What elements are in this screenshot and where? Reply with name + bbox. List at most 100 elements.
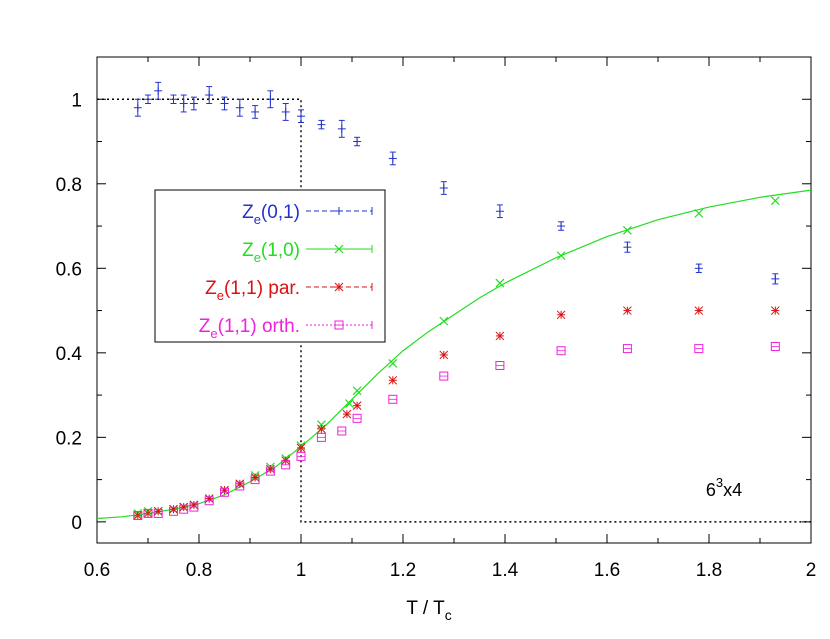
- data-point: [353, 137, 362, 146]
- axis-ticks: 0.6 0.8 1 1.2 1.4 1.6 1.8 2 0 0.2 0.4 0.6 0.8 1: [56, 57, 817, 581]
- x-tick-label: 2: [806, 560, 817, 581]
- data-point: [557, 222, 566, 231]
- y-tick-label: 0.2: [56, 428, 82, 449]
- data-point: [388, 394, 398, 404]
- data-point: [204, 496, 214, 506]
- data-point: [281, 460, 291, 470]
- legend-marker: [334, 244, 344, 254]
- data-point: [220, 487, 229, 497]
- data-point: [556, 251, 566, 261]
- legend-box: [154, 189, 386, 343]
- data-point: [220, 485, 229, 495]
- data-point: [169, 506, 178, 516]
- data-point: [235, 481, 245, 491]
- y-tick-label: 0.8: [56, 175, 82, 196]
- data-point: [169, 95, 178, 104]
- data-point: [337, 124, 346, 133]
- legend-marker: [335, 207, 343, 215]
- y-tick-label: 0.6: [56, 259, 82, 280]
- data-point: [235, 103, 244, 112]
- data-point: [770, 196, 780, 206]
- data-point: [220, 99, 229, 108]
- x-tick-label: 1.4: [492, 560, 519, 581]
- data-point: [388, 154, 397, 163]
- data-point: [556, 346, 566, 356]
- data-point: [281, 107, 290, 116]
- data-point: [153, 508, 163, 518]
- data-point: [296, 451, 306, 461]
- data-point: [266, 95, 275, 104]
- data-point: [189, 502, 199, 512]
- data-point: [622, 344, 632, 354]
- data-point: [265, 466, 275, 476]
- data-point: [179, 504, 189, 514]
- data-point: [144, 95, 152, 104]
- data-point: [770, 341, 780, 351]
- legend-items: Ze(0,1) Ze(1,0) Ze(1,1) par. Ze(1,1) orth.: [199, 202, 373, 341]
- marker-stroke: [345, 399, 354, 408]
- legend-item-0: Ze(0,1): [242, 202, 373, 227]
- legend-item-1: Ze(1,0): [242, 240, 373, 265]
- legend-item-3: Ze(1,1) orth.: [199, 316, 373, 341]
- data-point: [352, 386, 362, 396]
- data-point: [694, 264, 703, 273]
- legend-label: Ze(0,1): [242, 202, 300, 227]
- data-point: [317, 120, 326, 129]
- data-point: [352, 413, 362, 423]
- legend-label: Ze(1,1) par.: [205, 278, 300, 303]
- data-point: [251, 107, 260, 116]
- data-point: [439, 316, 449, 326]
- legend-item-2: Ze(1,1) par.: [205, 278, 373, 303]
- data-point: [204, 494, 214, 503]
- x-tick-label: 1.6: [594, 560, 620, 581]
- data-point: [337, 426, 347, 436]
- series-3: [133, 341, 780, 521]
- data-point: [133, 511, 143, 521]
- series-0: [133, 81, 780, 285]
- data-point: [623, 243, 632, 252]
- data-point: [439, 371, 449, 381]
- data-point: [345, 399, 354, 408]
- data-point: [694, 344, 704, 354]
- marker-stroke: [770, 196, 780, 206]
- fit-curve: [96, 189, 812, 520]
- data-point: [153, 506, 163, 516]
- marker-stroke: [316, 420, 326, 430]
- data-point: [297, 112, 305, 121]
- data-point: [495, 361, 505, 371]
- data-point: [296, 443, 306, 453]
- lattice-size-annotation: 63x4: [706, 475, 742, 500]
- marker-stroke: [439, 316, 449, 326]
- data-point: [694, 208, 704, 218]
- data-point: [316, 432, 326, 442]
- data-point: [154, 86, 163, 95]
- marker-stroke: [556, 251, 566, 261]
- data-point: [439, 184, 448, 193]
- data-point: [770, 306, 780, 315]
- marker-stroke: [622, 225, 632, 235]
- data-point: [771, 274, 780, 283]
- data-point: [179, 99, 188, 108]
- data-point: [250, 475, 260, 485]
- data-point: [694, 306, 704, 315]
- data-point: [556, 310, 566, 320]
- data-point: [388, 375, 398, 385]
- legend-marker: [334, 320, 344, 330]
- marker-stroke: [694, 208, 704, 218]
- data-point: [189, 500, 199, 510]
- x-axis-title: T / Tc: [406, 598, 451, 623]
- data-point: [622, 225, 632, 235]
- data-point: [388, 358, 398, 368]
- x-tick-label: 1.8: [696, 560, 722, 581]
- data-point: [266, 464, 275, 474]
- data-point: [169, 504, 178, 514]
- legend-label: Ze(1,0): [242, 240, 300, 265]
- marker-stroke: [388, 358, 398, 368]
- x-tick-label: 0.8: [186, 560, 212, 581]
- data-point: [495, 278, 505, 288]
- data-points: [133, 81, 780, 521]
- data-point: [439, 350, 449, 360]
- y-tick-label: 0.4: [56, 344, 83, 365]
- data-point: [250, 473, 260, 482]
